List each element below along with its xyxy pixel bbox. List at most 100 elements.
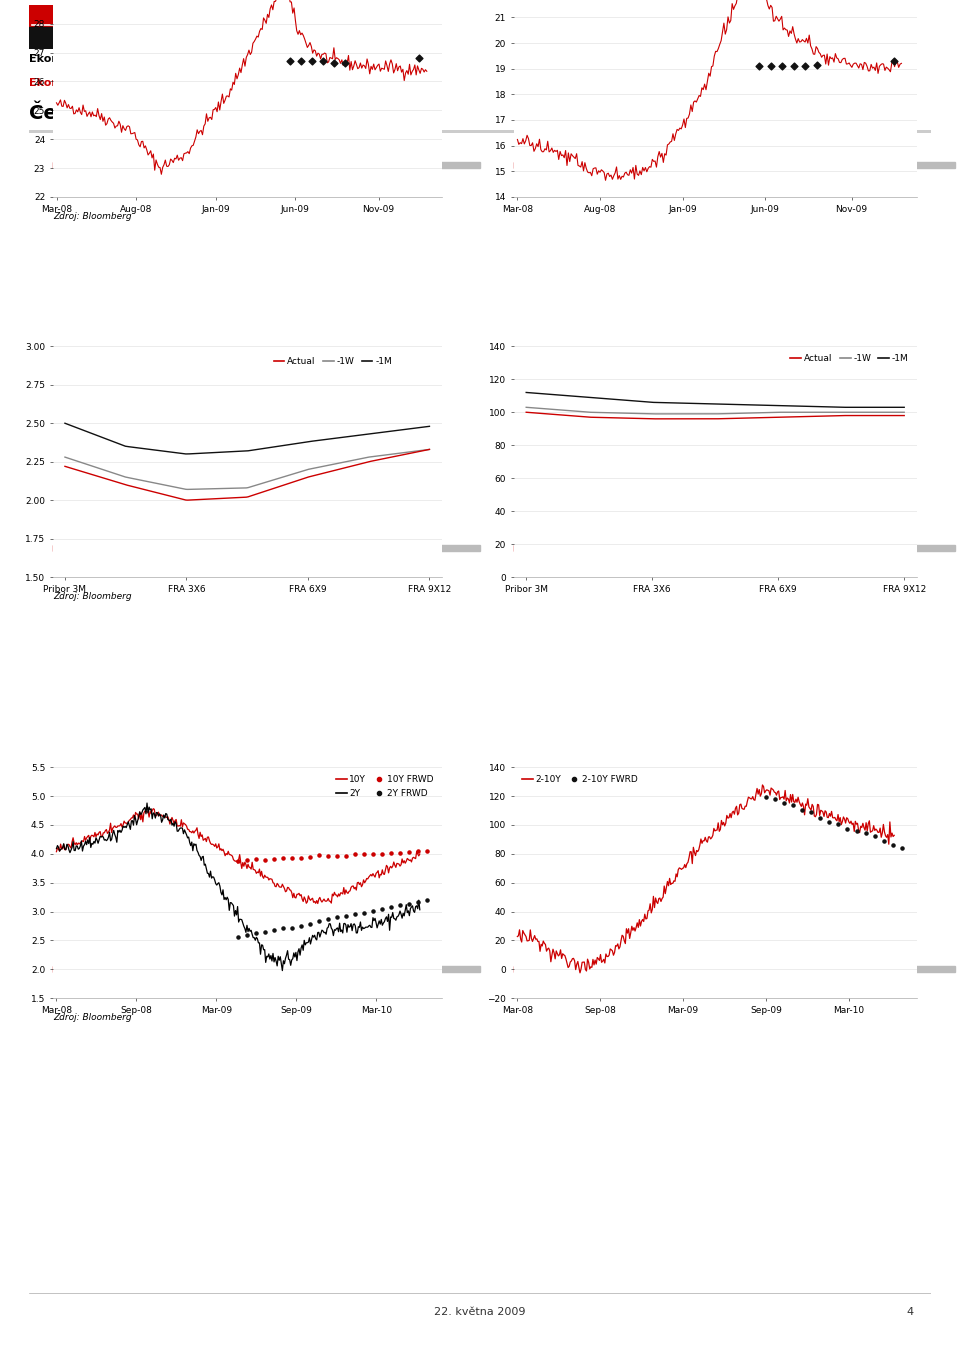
Text: 22. května 2009: 22. května 2009: [434, 1308, 526, 1317]
Point: [257, 849, 273, 870]
Bar: [514, 545, 712, 551]
Point: [410, 841, 425, 862]
Bar: [712, 966, 955, 972]
Point: [758, 786, 774, 808]
Point: [304, 50, 320, 72]
Point: [276, 847, 291, 869]
Point: [321, 846, 336, 868]
Point: [785, 794, 801, 816]
Text: České finanční trhy – grafická příloha: České finanční trhy – grafická příloha: [29, 100, 438, 122]
Point: [798, 56, 813, 77]
Point: [348, 903, 363, 925]
Point: [230, 926, 246, 948]
Point: [393, 895, 408, 917]
Text: CZK 2Y a 10Y IRS: CZK 2Y a 10Y IRS: [53, 942, 174, 956]
Bar: [29, 5, 69, 27]
Point: [795, 799, 810, 820]
Point: [356, 902, 372, 923]
Point: [401, 894, 417, 915]
Point: [420, 889, 435, 911]
Legend: Actual, -1W, -1M: Actual, -1W, -1M: [270, 353, 396, 369]
Text: Zdroj: Bloomberg: Zdroj: Bloomberg: [53, 1013, 132, 1023]
Point: [777, 792, 792, 813]
Point: [356, 843, 372, 865]
Text: Zdroj: Bloomberg: Zdroj: Bloomberg: [53, 212, 132, 221]
Point: [876, 830, 891, 851]
Point: [239, 925, 254, 947]
Point: [366, 900, 381, 922]
Bar: [29, 27, 69, 49]
Point: [809, 54, 825, 76]
Point: [410, 891, 425, 913]
Point: [885, 835, 900, 857]
Text: KB: KB: [79, 15, 121, 42]
Point: [786, 56, 802, 77]
Point: [775, 56, 790, 77]
Point: [867, 826, 882, 847]
Point: [374, 843, 390, 865]
Point: [804, 801, 819, 823]
Bar: [514, 966, 712, 972]
Point: [267, 919, 282, 941]
Point: [276, 918, 291, 940]
Point: [849, 820, 864, 842]
Point: [858, 822, 874, 843]
Text: Ekonomický a strategický výzkum: Ekonomický a strategický výzkum: [29, 53, 240, 64]
Point: [249, 849, 264, 870]
Point: [813, 808, 828, 830]
Point: [763, 56, 779, 77]
Point: [230, 850, 246, 872]
Text: CZK 3M Pribor a FRA versus EUR: CZK 3M Pribor a FRA versus EUR: [514, 521, 742, 535]
Point: [282, 50, 298, 72]
Bar: [53, 162, 245, 168]
Point: [830, 813, 846, 835]
Point: [293, 50, 308, 72]
Point: [311, 910, 326, 932]
Point: [401, 841, 417, 862]
Point: [822, 811, 837, 832]
Point: [767, 788, 782, 809]
Point: [329, 907, 345, 929]
Point: [311, 845, 326, 866]
Text: 4: 4: [906, 1308, 913, 1317]
Point: [894, 837, 909, 858]
Text: USD/CZK: USD/CZK: [514, 139, 575, 152]
Point: [374, 898, 390, 919]
Point: [383, 842, 398, 864]
Point: [284, 917, 300, 938]
Text: Zdroj: Bloomberg: Zdroj: Bloomberg: [53, 592, 132, 602]
Point: [886, 50, 901, 72]
Point: [321, 909, 336, 930]
Point: [348, 843, 363, 865]
Point: [383, 896, 398, 918]
Bar: [245, 162, 480, 168]
Point: [257, 921, 273, 942]
Bar: [514, 162, 712, 168]
Point: [239, 849, 254, 870]
Bar: [712, 162, 955, 168]
Point: [840, 818, 855, 839]
Point: [294, 847, 309, 869]
Point: [267, 847, 282, 869]
Point: [302, 846, 318, 868]
Legend: 10Y, 2Y, 10Y FRWD, 2Y FRWD: 10Y, 2Y, 10Y FRWD, 2Y FRWD: [332, 771, 437, 801]
Point: [339, 904, 354, 926]
Point: [284, 847, 300, 869]
Bar: [53, 545, 245, 551]
Text: EUR/CZK: EUR/CZK: [53, 139, 113, 152]
Bar: [245, 966, 480, 972]
Point: [326, 52, 342, 73]
Point: [339, 845, 354, 866]
Legend: Actual, -1W, -1M: Actual, -1W, -1M: [787, 350, 912, 367]
Point: [329, 845, 345, 866]
Point: [316, 50, 331, 72]
Bar: [245, 545, 480, 551]
Bar: [712, 545, 955, 551]
Point: [338, 52, 353, 73]
Text: Ekonomický výzkum: Ekonomický výzkum: [29, 77, 155, 88]
Bar: [53, 966, 245, 972]
Text: CZK 3M Pribor a FRA: CZK 3M Pribor a FRA: [53, 521, 199, 535]
Point: [412, 48, 427, 69]
Point: [393, 842, 408, 864]
Text: CZK 2-10Y IRS Spread: CZK 2-10Y IRS Spread: [514, 942, 668, 956]
